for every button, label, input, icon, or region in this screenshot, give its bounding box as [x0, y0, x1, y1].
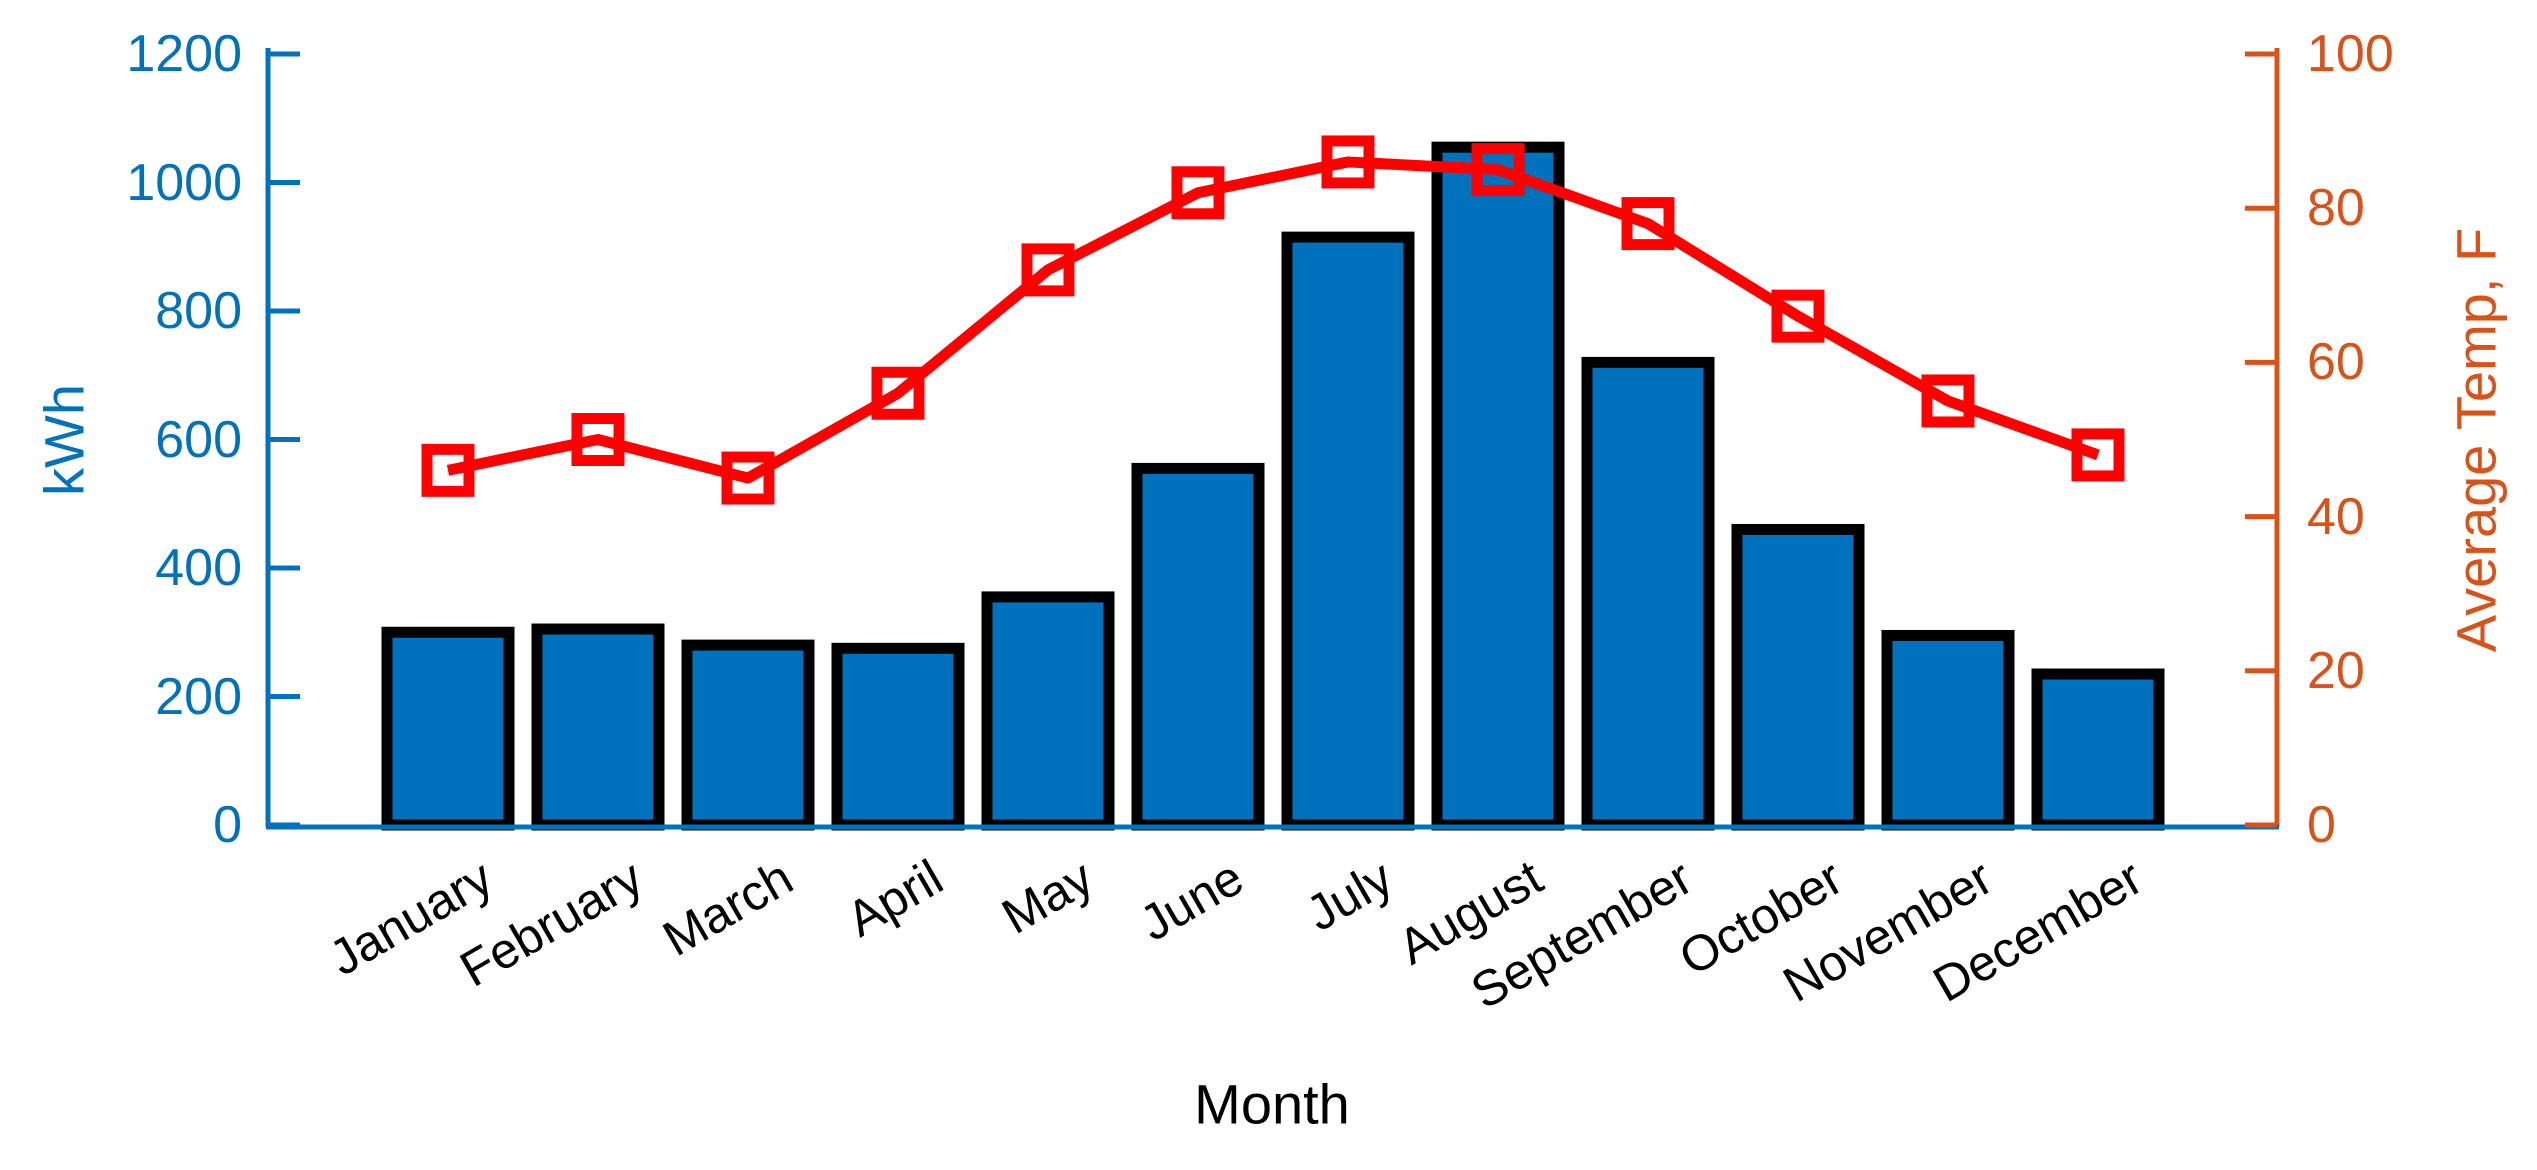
- left-tick-label-0: 0: [213, 796, 242, 854]
- right-tick-label-0: 0: [2307, 796, 2336, 854]
- left-axis-title: kWh: [32, 384, 96, 496]
- bar-november: [1881, 629, 2015, 831]
- temp-marker-october: [1771, 289, 1825, 343]
- temp-marker-november: [1921, 374, 1975, 428]
- right-tick-label-60: 60: [2307, 333, 2365, 392]
- temp-marker-january: [421, 443, 475, 497]
- temp-marker-february: [571, 413, 625, 466]
- bar-december: [2031, 668, 2165, 831]
- bar-october: [1731, 523, 1865, 831]
- left-tick-label-200: 200: [155, 667, 242, 726]
- temp-marker-september: [1621, 197, 1675, 251]
- left-tick-label-800: 800: [155, 282, 242, 340]
- bar-january: [381, 626, 515, 831]
- right-tick-label-40: 40: [2307, 487, 2365, 546]
- right-tick-label-20: 20: [2307, 641, 2365, 700]
- bar-march: [681, 639, 815, 831]
- temp-marker-march: [721, 451, 775, 505]
- left-tick-label-1000: 1000: [126, 153, 242, 212]
- right-axis-title: Average Temp, F: [2444, 227, 2508, 653]
- right-tick-label-100: 100: [2307, 25, 2394, 83]
- bar-may: [981, 591, 1115, 831]
- temperature-line: [446, 156, 2100, 484]
- bar-april: [831, 642, 965, 831]
- right-tick-label-80: 80: [2307, 179, 2365, 238]
- x-axis-title: Month: [1194, 1072, 1350, 1136]
- bar-september: [1581, 356, 1715, 831]
- temp-marker-december: [2071, 428, 2125, 482]
- left-tick-label-600: 600: [155, 410, 242, 469]
- temp-marker-july: [1321, 135, 1375, 189]
- left-tick-label-1200: 1200: [126, 25, 242, 83]
- temp-marker-april: [871, 366, 925, 420]
- bar-august: [1431, 141, 1565, 831]
- left-tick-label-400: 400: [155, 539, 242, 597]
- bar-july: [1281, 231, 1415, 831]
- temp-marker-june: [1171, 166, 1225, 220]
- bar-june: [1131, 462, 1265, 831]
- bar-february: [531, 623, 665, 831]
- temp-marker-may: [1021, 243, 1075, 297]
- temp-marker-august: [1471, 143, 1525, 197]
